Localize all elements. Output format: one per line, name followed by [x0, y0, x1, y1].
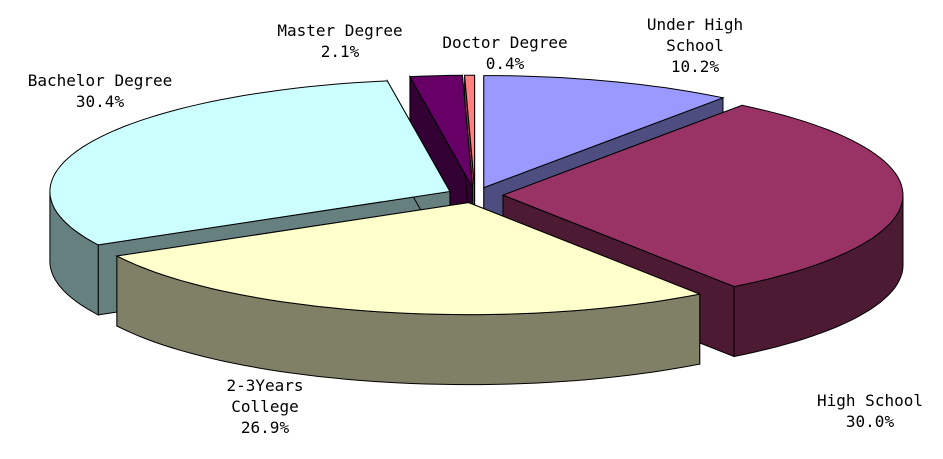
- value-label: 30.0%: [845, 412, 895, 431]
- value-label: 2.1%: [320, 42, 360, 61]
- slice: [501, 104, 904, 288]
- category-label: Under High School: [646, 15, 744, 55]
- slice-label: High School 30.0%: [790, 390, 943, 432]
- value-label: 30.4%: [75, 92, 125, 111]
- slice: [483, 75, 725, 189]
- value-label: 0.4%: [485, 54, 525, 73]
- category-label: Bachelor Degree: [27, 71, 173, 90]
- slice-label: Bachelor Degree 30.4%: [0, 70, 200, 112]
- category-label: High School: [817, 391, 923, 410]
- slice-label: 2-3Years College 26.9%: [200, 375, 330, 438]
- slice: [115, 202, 702, 316]
- slice-label: Master Degree 2.1%: [265, 20, 415, 62]
- value-label: 10.2%: [670, 57, 720, 76]
- slice: [49, 80, 451, 246]
- slice-label: Doctor Degree 0.4%: [420, 32, 590, 74]
- category-label: Master Degree: [277, 21, 403, 40]
- slice-label: Under High School 10.2%: [630, 14, 760, 77]
- slice: [464, 74, 476, 188]
- slice: [409, 74, 473, 188]
- value-label: 26.9%: [240, 418, 290, 437]
- category-label: 2-3Years College: [226, 376, 304, 416]
- category-label: Doctor Degree: [442, 33, 568, 52]
